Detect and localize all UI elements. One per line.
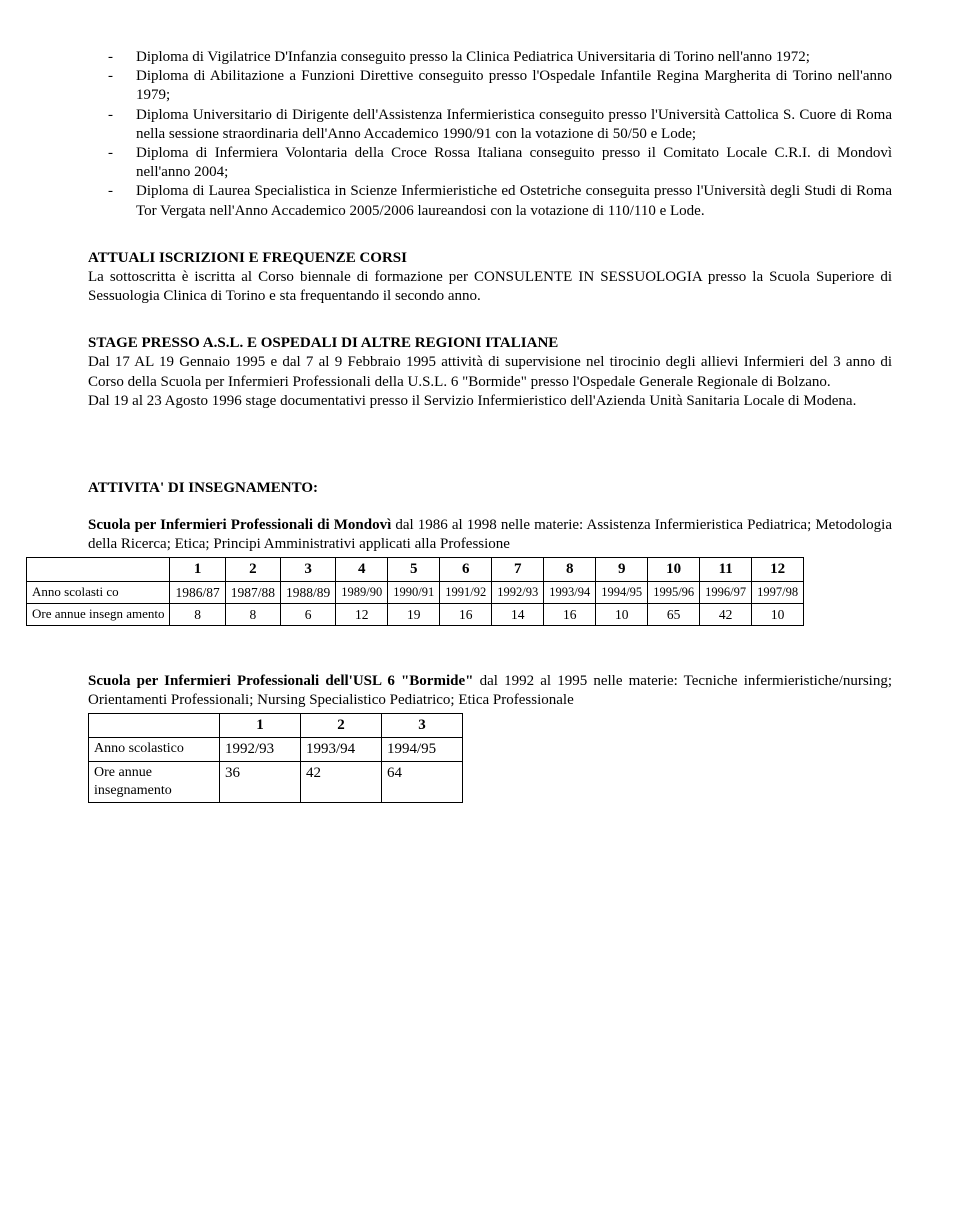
- dash-icon: -: [108, 48, 136, 67]
- table-cell: 65: [648, 604, 700, 626]
- table-cell: 10: [596, 604, 648, 626]
- table-cell: 1994/95: [596, 581, 648, 603]
- table-cell: 42: [700, 604, 752, 626]
- list-item: - Diploma Universitario di Dirigente del…: [108, 106, 892, 144]
- table-cell: 6: [440, 557, 492, 581]
- row-label: Ore annue insegn amento: [27, 604, 170, 626]
- table-cell: [89, 713, 220, 737]
- table-cell: 2: [301, 713, 382, 737]
- table-row: Anno scolasti co 1986/87 1987/88 1988/89…: [27, 581, 804, 603]
- dash-icon: -: [108, 67, 136, 105]
- table-cell: 16: [440, 604, 492, 626]
- table-cell: 7: [492, 557, 544, 581]
- table-cell: 8: [225, 604, 280, 626]
- table-cell: 16: [544, 604, 596, 626]
- table-cell: 1988/89: [281, 581, 336, 603]
- table-row: Anno scolastico 1992/93 1993/94 1994/95: [89, 737, 463, 761]
- table-cell: 3: [281, 557, 336, 581]
- bold-span: Scuola per Infermieri Professionali dell…: [88, 673, 473, 689]
- table-cell: [27, 557, 170, 581]
- section-heading: ATTUALI ISCRIZIONI E FREQUENZE CORSI: [88, 249, 892, 268]
- table-bormide: 1 2 3 Anno scolastico 1992/93 1993/94 19…: [88, 713, 463, 803]
- table-cell: 1991/92: [440, 581, 492, 603]
- table-cell: 1986/87: [170, 581, 225, 603]
- table-cell: 1995/96: [648, 581, 700, 603]
- table-cell: 1994/95: [382, 737, 463, 761]
- table-cell: 1997/98: [752, 581, 804, 603]
- dash-icon: -: [108, 106, 136, 144]
- table-cell: 2: [225, 557, 280, 581]
- list-item-text: Diploma di Vigilatrice D'Infanzia conseg…: [136, 48, 892, 67]
- table-header-row: 1 2 3: [89, 713, 463, 737]
- table-cell: 1: [170, 557, 225, 581]
- table-cell: 64: [382, 762, 463, 803]
- table-cell: 3: [382, 713, 463, 737]
- section-body: La sottoscritta è iscritta al Corso bien…: [88, 268, 892, 306]
- dash-icon: -: [108, 144, 136, 182]
- table-cell: 1992/93: [220, 737, 301, 761]
- list-item-text: Diploma di Abilitazione a Funzioni Diret…: [136, 67, 892, 105]
- table-cell: 1987/88: [225, 581, 280, 603]
- table-cell: 9: [596, 557, 648, 581]
- list-item-text: Diploma Universitario di Dirigente dell'…: [136, 106, 892, 144]
- list-item-text: Diploma di Laurea Specialistica in Scien…: [136, 182, 892, 220]
- row-label: Ore annue insegnamento: [89, 762, 220, 803]
- table-cell: 8: [170, 604, 225, 626]
- table-cell: 36: [220, 762, 301, 803]
- bold-span: Scuola per Infermieri Professionali di M…: [88, 517, 391, 533]
- table-cell: 10: [648, 557, 700, 581]
- table-cell: 12: [336, 604, 388, 626]
- table-cell: 42: [301, 762, 382, 803]
- table-cell: 1993/94: [301, 737, 382, 761]
- list-item: - Diploma di Vigilatrice D'Infanzia cons…: [108, 48, 892, 67]
- table-header-row: 1 2 3 4 5 6 7 8 9 10 11 12: [27, 557, 804, 581]
- section-iscrizioni: ATTUALI ISCRIZIONI E FREQUENZE CORSI La …: [88, 249, 892, 307]
- table-cell: 1989/90: [336, 581, 388, 603]
- table-cell: 14: [492, 604, 544, 626]
- table-cell: 19: [388, 604, 440, 626]
- table-cell: 1990/91: [388, 581, 440, 603]
- qualifications-list: - Diploma di Vigilatrice D'Infanzia cons…: [88, 48, 892, 221]
- section-heading: STAGE PRESSO A.S.L. E OSPEDALI DI ALTRE …: [88, 334, 892, 353]
- list-item: - Diploma di Infermiera Volontaria della…: [108, 144, 892, 182]
- table-cell: 1992/93: [492, 581, 544, 603]
- table-row: Ore annue insegn amento 8 8 6 12 19 16 1…: [27, 604, 804, 626]
- section-body: Dal 19 al 23 Agosto 1996 stage documenta…: [88, 392, 892, 411]
- table-cell: 11: [700, 557, 752, 581]
- table-cell: 1996/97: [700, 581, 752, 603]
- list-item: - Diploma di Laurea Specialistica in Sci…: [108, 182, 892, 220]
- table-cell: 10: [752, 604, 804, 626]
- section-heading: ATTIVITA' DI INSEGNAMENTO:: [88, 479, 892, 498]
- table-cell: 5: [388, 557, 440, 581]
- row-label: Anno scolasti co: [27, 581, 170, 603]
- table-cell: 4: [336, 557, 388, 581]
- table-cell: 8: [544, 557, 596, 581]
- paragraph-mondovi: Scuola per Infermieri Professionali di M…: [88, 516, 892, 554]
- dash-icon: -: [108, 182, 136, 220]
- paragraph-bormide: Scuola per Infermieri Professionali dell…: [88, 672, 892, 710]
- table-cell: 1: [220, 713, 301, 737]
- table-row: Ore annue insegnamento 36 42 64: [89, 762, 463, 803]
- row-label: Anno scolastico: [89, 737, 220, 761]
- list-item: - Diploma di Abilitazione a Funzioni Dir…: [108, 67, 892, 105]
- list-item-text: Diploma di Infermiera Volontaria della C…: [136, 144, 892, 182]
- table-mondovi: 1 2 3 4 5 6 7 8 9 10 11 12 Anno scolasti…: [26, 557, 804, 627]
- section-body: Dal 17 AL 19 Gennaio 1995 e dal 7 al 9 F…: [88, 353, 892, 391]
- table-cell: 12: [752, 557, 804, 581]
- section-stage: STAGE PRESSO A.S.L. E OSPEDALI DI ALTRE …: [88, 334, 892, 411]
- table-cell: 6: [281, 604, 336, 626]
- table-cell: 1993/94: [544, 581, 596, 603]
- section-insegnamento: ATTIVITA' DI INSEGNAMENTO: Scuola per In…: [88, 479, 892, 803]
